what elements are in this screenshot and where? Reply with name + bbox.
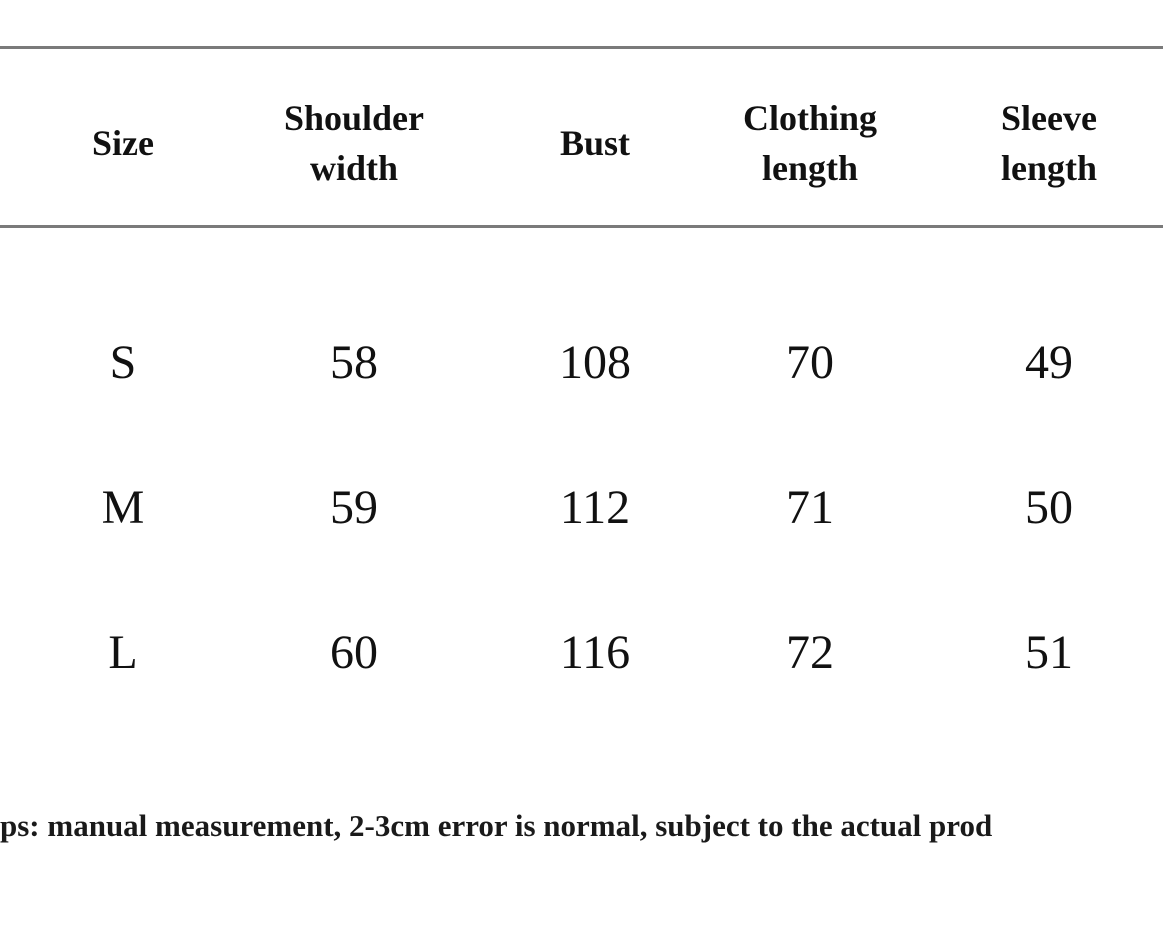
header-cell: Size (92, 123, 154, 163)
table-cell: 116 (559, 626, 631, 679)
table-cell: M (101, 481, 145, 534)
header-cell: Clothing length (742, 98, 878, 188)
top-rule (0, 46, 1163, 49)
table-cell: 112 (559, 481, 631, 534)
table-cell: S (109, 336, 137, 389)
table-cell: 58 (330, 336, 378, 389)
header-cell: Bust (559, 123, 631, 163)
table-cell: 50 (1025, 481, 1073, 534)
table-cell: 70 (786, 336, 834, 389)
header-cell: Sleeve length (1000, 98, 1097, 188)
table-cell: 59 (330, 481, 378, 534)
table-cell: 60 (330, 626, 378, 679)
footer-note: ps: manual measurement, 2-3cm error is n… (0, 808, 993, 843)
table-cell: 72 (786, 626, 834, 679)
table-cell: 71 (786, 481, 834, 534)
header-rule (0, 225, 1163, 228)
table-cell: 51 (1025, 626, 1073, 679)
header-cell: Shoulder width (283, 98, 425, 188)
table-cell: 108 (559, 336, 631, 389)
table-cell: L (108, 626, 138, 679)
table-cell: 49 (1025, 336, 1073, 389)
